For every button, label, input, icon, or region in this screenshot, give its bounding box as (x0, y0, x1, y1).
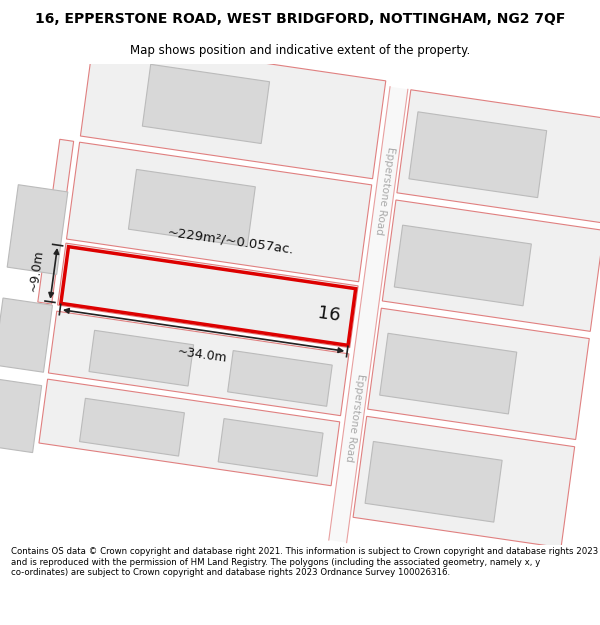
Polygon shape (227, 351, 332, 406)
Polygon shape (128, 169, 256, 246)
Polygon shape (80, 398, 184, 456)
Text: Contains OS data © Crown copyright and database right 2021. This information is : Contains OS data © Crown copyright and d… (11, 548, 598, 578)
Polygon shape (380, 333, 517, 414)
Polygon shape (67, 142, 372, 282)
Text: 16, EPPERSTONE ROAD, WEST BRIDGFORD, NOTTINGHAM, NG2 7QF: 16, EPPERSTONE ROAD, WEST BRIDGFORD, NOT… (35, 12, 565, 26)
Text: ~9.0m: ~9.0m (26, 249, 46, 292)
Polygon shape (329, 87, 408, 542)
Polygon shape (38, 205, 65, 304)
Polygon shape (218, 419, 323, 476)
Polygon shape (382, 200, 600, 331)
Polygon shape (58, 243, 358, 348)
Polygon shape (365, 441, 502, 522)
Polygon shape (80, 38, 386, 179)
Polygon shape (409, 112, 547, 198)
Polygon shape (39, 379, 340, 486)
Polygon shape (0, 298, 53, 372)
Text: 16: 16 (316, 304, 341, 324)
Text: Epperstone Road: Epperstone Road (374, 146, 396, 236)
Polygon shape (142, 64, 269, 144)
Polygon shape (368, 308, 589, 439)
Polygon shape (7, 185, 68, 274)
Text: ~229m²/~0.057ac.: ~229m²/~0.057ac. (167, 226, 295, 257)
Polygon shape (61, 247, 356, 346)
Polygon shape (0, 378, 41, 452)
Text: Map shows position and indicative extent of the property.: Map shows position and indicative extent… (130, 44, 470, 57)
Polygon shape (89, 331, 194, 386)
Polygon shape (47, 139, 74, 238)
Polygon shape (397, 90, 600, 223)
Polygon shape (49, 311, 349, 416)
Polygon shape (353, 416, 575, 548)
Text: Epperstone Road: Epperstone Road (343, 373, 365, 462)
Polygon shape (394, 225, 532, 306)
Text: ~34.0m: ~34.0m (176, 345, 227, 365)
